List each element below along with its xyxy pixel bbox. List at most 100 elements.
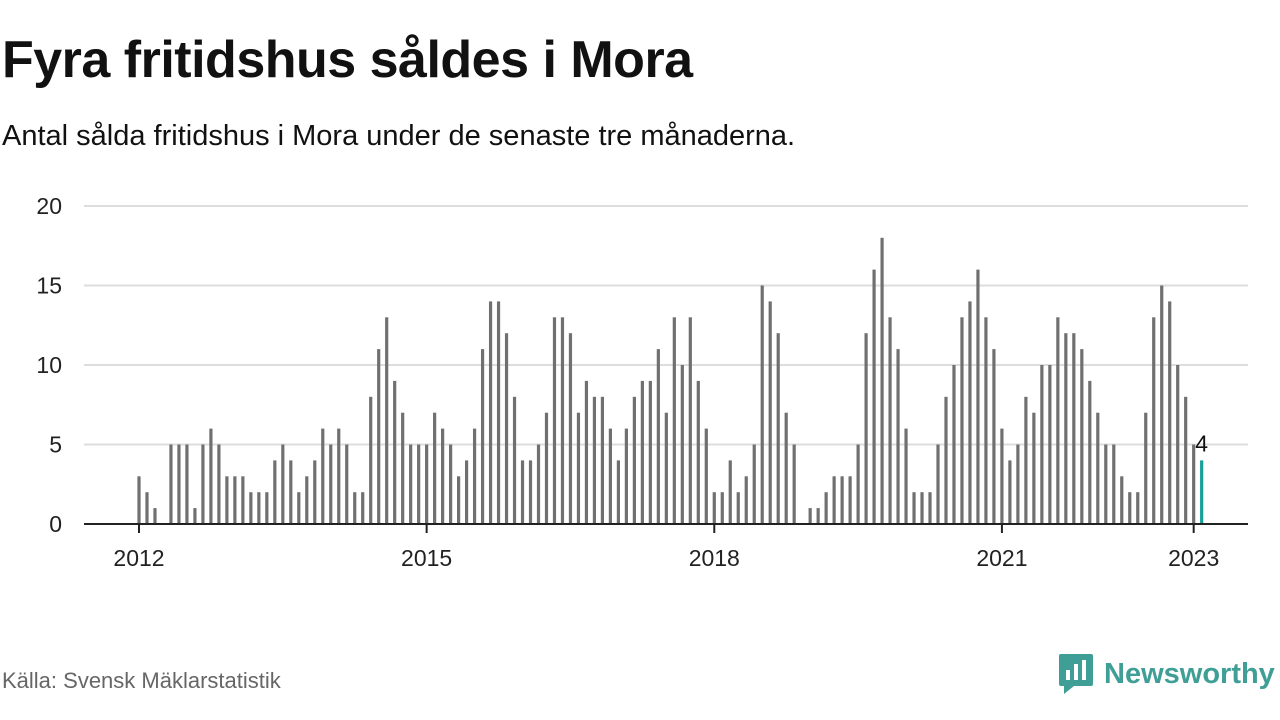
brand-name: Newsworthy xyxy=(1104,657,1275,690)
bar-chart: 0 5 10 15 20 2012 2015 2018 2021 2023 4 xyxy=(36,193,1248,571)
bar xyxy=(712,492,716,524)
bar xyxy=(464,460,469,524)
x-tick-label: 2021 xyxy=(976,545,1027,571)
bar xyxy=(1120,476,1124,524)
y-tick-label: 5 xyxy=(49,432,62,458)
bar xyxy=(241,476,245,524)
bar xyxy=(808,508,812,524)
bar xyxy=(608,428,613,524)
bar xyxy=(289,460,293,524)
bar xyxy=(1152,317,1156,524)
bar xyxy=(568,333,573,524)
x-tick-label: 2015 xyxy=(401,545,452,571)
bar xyxy=(472,428,477,524)
bar xyxy=(305,476,309,524)
bar xyxy=(1000,428,1004,524)
bar xyxy=(1176,365,1180,524)
bar xyxy=(1064,333,1068,524)
bar xyxy=(928,492,932,524)
bar xyxy=(1104,444,1108,524)
bar xyxy=(912,492,916,524)
bar xyxy=(1024,396,1028,524)
bar xyxy=(393,380,397,524)
bar xyxy=(488,301,493,524)
bar xyxy=(816,508,820,524)
bar xyxy=(1112,444,1116,524)
bar xyxy=(433,412,437,524)
bar xyxy=(1088,380,1092,524)
bar xyxy=(1048,365,1052,524)
bar xyxy=(648,380,652,524)
bar xyxy=(872,269,876,524)
bar xyxy=(1144,412,1148,524)
bar-highlight xyxy=(1200,460,1204,524)
bar xyxy=(409,444,413,524)
bar xyxy=(401,412,405,524)
bar xyxy=(792,444,796,524)
bar xyxy=(1096,412,1100,524)
bar xyxy=(824,492,828,524)
bar xyxy=(600,396,605,524)
x-tick-label: 2023 xyxy=(1168,545,1219,571)
bar xyxy=(560,317,565,524)
bar xyxy=(137,476,141,524)
bar xyxy=(233,476,237,524)
bar xyxy=(664,412,668,524)
bar xyxy=(265,492,269,524)
bar xyxy=(1184,396,1188,524)
bar xyxy=(209,428,213,524)
bar xyxy=(457,476,461,524)
bar xyxy=(281,444,285,524)
bar xyxy=(528,460,533,524)
bar xyxy=(145,492,149,524)
bar xyxy=(520,460,525,524)
y-tick-label: 10 xyxy=(36,352,62,378)
bar xyxy=(944,396,948,524)
bar xyxy=(632,396,636,524)
x-axis-labels: 2012 2015 2018 2021 2023 xyxy=(113,524,1219,571)
bar xyxy=(1160,285,1164,524)
bar xyxy=(832,476,836,524)
bar xyxy=(201,444,205,524)
bar xyxy=(656,349,660,524)
bar xyxy=(313,460,317,524)
bar xyxy=(1080,349,1084,524)
bar xyxy=(856,444,860,524)
bar xyxy=(377,349,381,524)
bar xyxy=(848,476,852,524)
bar xyxy=(361,492,365,524)
bar xyxy=(249,492,253,524)
bar xyxy=(784,412,788,524)
bar xyxy=(544,412,549,524)
chart-subtitle: Antal sålda fritidshus i Mora under de s… xyxy=(2,120,796,152)
bar xyxy=(536,444,541,524)
bar xyxy=(680,365,684,524)
bar xyxy=(968,301,972,524)
bar xyxy=(960,317,964,524)
bar xyxy=(744,476,748,524)
y-tick-label: 15 xyxy=(36,273,62,299)
bar xyxy=(840,476,844,524)
bar xyxy=(592,396,597,524)
bar xyxy=(496,301,501,524)
bar xyxy=(576,412,581,524)
bar xyxy=(616,460,620,524)
bar xyxy=(552,317,557,524)
bar xyxy=(512,396,517,524)
bar xyxy=(385,317,389,524)
bar xyxy=(688,317,692,524)
bar xyxy=(1136,492,1140,524)
brand-logo: Newsworthy xyxy=(1058,652,1275,696)
bar xyxy=(1040,365,1044,524)
bar xyxy=(720,492,724,524)
bar xyxy=(1168,301,1172,524)
bar xyxy=(936,444,940,524)
bar xyxy=(329,444,333,524)
bar xyxy=(696,380,700,524)
last-value-label: 4 xyxy=(1195,430,1208,456)
bar xyxy=(736,492,740,524)
bar xyxy=(1056,317,1060,524)
bar xyxy=(584,380,589,524)
bar xyxy=(920,492,924,524)
bar xyxy=(760,285,764,524)
